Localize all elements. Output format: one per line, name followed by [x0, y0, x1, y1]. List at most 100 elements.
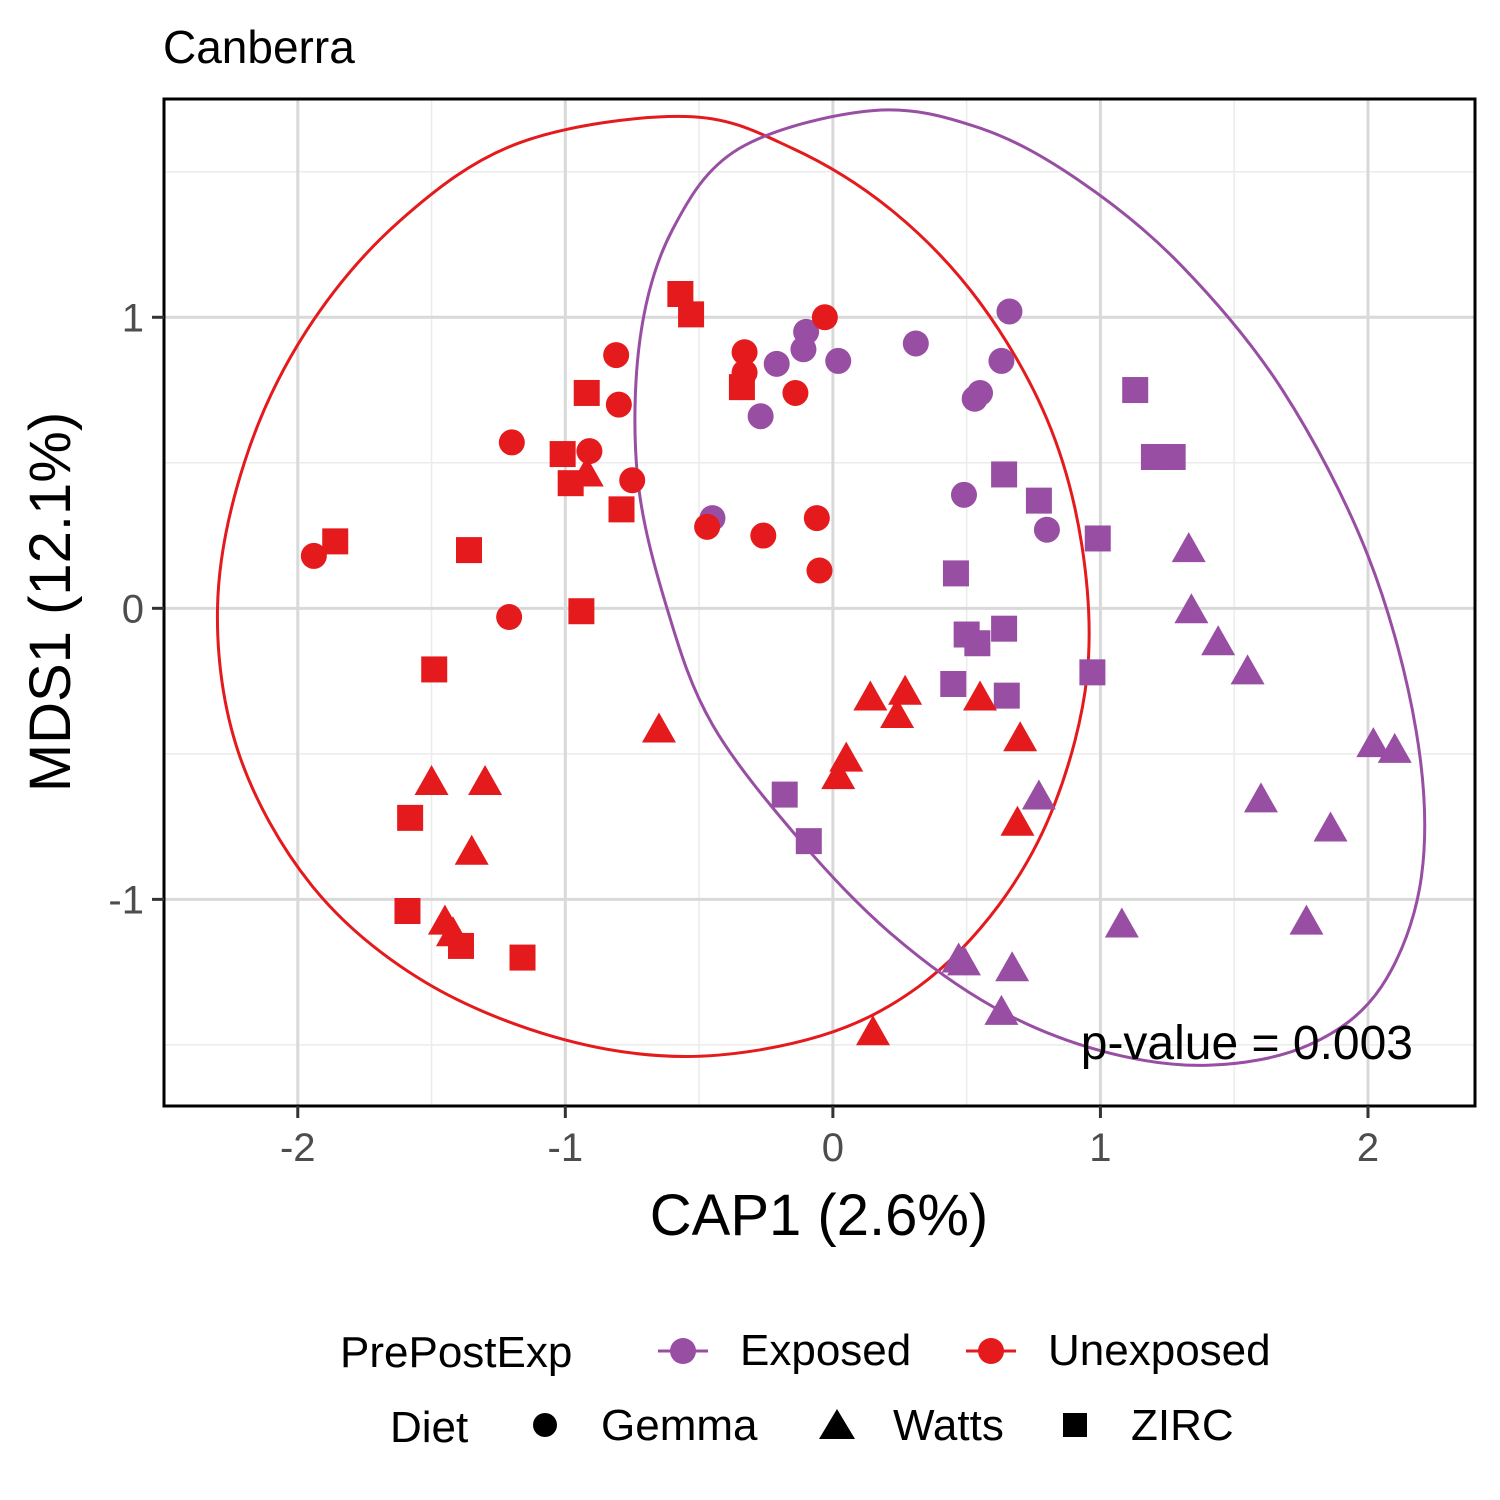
point-exposed-watts [1230, 654, 1265, 685]
plot-panel-border [162, 97, 1477, 1108]
point-exposed-zirc [771, 781, 798, 808]
point-unexposed-watts [880, 698, 915, 729]
legend-key-circle [670, 1338, 696, 1364]
point-exposed-watts [1174, 593, 1209, 624]
legend-key-square [1063, 1413, 1087, 1437]
ellipse-unexposed [215, 114, 1091, 1059]
point-unexposed-zirc [568, 598, 595, 625]
legend-item-exposed: Exposed [658, 1326, 911, 1375]
x-axis-label: CAP1 (2.6%) [650, 1183, 988, 1248]
data-points [300, 280, 1412, 1046]
point-exposed-zirc [1159, 443, 1186, 470]
point-unexposed-zirc [549, 441, 576, 468]
point-exposed-watts [995, 951, 1030, 982]
legend-key-circle [978, 1338, 1004, 1364]
point-unexposed-gemma [803, 505, 830, 532]
point-exposed-gemma [961, 385, 988, 412]
point-exposed-gemma [1033, 516, 1060, 543]
point-unexposed-watts [435, 916, 470, 947]
point-exposed-zirc [795, 828, 822, 855]
legend-label-exposed: Exposed [740, 1326, 911, 1375]
point-unexposed-watts [414, 764, 449, 795]
point-unexposed-zirc [322, 528, 349, 555]
point-unexposed-watts [888, 674, 923, 705]
legend-key-triangle [819, 1409, 855, 1439]
point-exposed-watts [1243, 782, 1278, 813]
point-exposed-watts [1201, 625, 1236, 656]
point-exposed-watts [946, 945, 981, 976]
grid [164, 99, 1475, 1106]
point-unexposed-gemma [694, 513, 721, 540]
point-exposed-zirc [940, 670, 967, 697]
point-unexposed-zirc [728, 374, 755, 401]
point-exposed-zirc [1084, 525, 1111, 552]
legend-label-watts: Watts [893, 1401, 1004, 1450]
point-exposed-gemma [763, 350, 790, 377]
point-exposed-watts [984, 994, 1019, 1025]
point-exposed-zirc [942, 560, 969, 587]
legend-item-gemma: Gemma [533, 1401, 758, 1450]
point-exposed-zirc [1122, 377, 1149, 404]
p-value-annotation: p-value = 0.003 [1081, 1017, 1413, 1070]
point-unexposed-zirc [509, 944, 536, 971]
point-unexposed-watts [569, 456, 604, 487]
point-exposed-zirc [964, 630, 991, 657]
y-axis-label: MDS1 (12.1%) [18, 412, 83, 792]
legend-color-title: PrePostExp [340, 1328, 572, 1377]
point-unexposed-watts [1000, 805, 1035, 836]
legend-item-watts: Watts [819, 1401, 1004, 1450]
point-unexposed-gemma [498, 429, 525, 456]
point-exposed-gemma [747, 403, 774, 430]
point-exposed-gemma [825, 347, 852, 374]
point-exposed-zirc [993, 682, 1020, 709]
point-unexposed-gemma [300, 542, 327, 569]
point-unexposed-zirc [608, 496, 635, 523]
point-exposed-watts [1021, 779, 1056, 810]
point-exposed-watts [1356, 727, 1391, 758]
point-exposed-gemma [902, 330, 929, 357]
x-tick-label: 2 [1357, 1126, 1379, 1170]
point-unexposed-zirc [394, 898, 421, 925]
x-axis-ticks: -2 -1 0 1 2 [280, 1106, 1379, 1170]
y-axis-ticks: -1 0 1 [108, 296, 164, 922]
legend-label-gemma: Gemma [601, 1401, 758, 1450]
legend-item-unexposed: Unexposed [966, 1326, 1271, 1375]
point-unexposed-zirc [678, 301, 705, 328]
x-tick-label: 0 [822, 1126, 844, 1170]
legend-item-zirc: ZIRC [1063, 1401, 1234, 1450]
point-exposed-watts [1377, 732, 1412, 763]
chart-title: Canberra [163, 21, 355, 73]
legend: PrePostExp Exposed Unexposed Diet Gemma … [340, 1326, 1271, 1452]
legend-shape-title: Diet [390, 1403, 468, 1452]
point-unexposed-zirc [573, 379, 600, 406]
point-unexposed-watts [468, 764, 503, 795]
ellipse-exposed [633, 108, 1427, 1067]
point-unexposed-watts [1003, 721, 1038, 752]
point-exposed-gemma [950, 481, 977, 508]
point-exposed-gemma [988, 347, 1015, 374]
point-exposed-gemma [790, 336, 817, 363]
legend-label-unexposed: Unexposed [1048, 1326, 1271, 1375]
point-exposed-gemma [996, 298, 1023, 325]
point-exposed-watts [1104, 907, 1139, 938]
point-exposed-watts [1289, 904, 1324, 935]
point-unexposed-zirc [421, 656, 448, 683]
point-unexposed-watts [821, 759, 856, 790]
point-exposed-watts [1313, 811, 1348, 842]
point-exposed-zirc [1079, 659, 1106, 686]
confidence-ellipses [215, 108, 1427, 1067]
point-unexposed-gemma [782, 379, 809, 406]
point-unexposed-watts [963, 680, 998, 711]
point-unexposed-gemma [811, 304, 838, 331]
point-unexposed-gemma [619, 467, 646, 494]
point-unexposed-watts [641, 712, 676, 743]
point-unexposed-gemma [496, 604, 523, 631]
point-exposed-watts [1171, 532, 1206, 563]
y-tick-label: 0 [122, 587, 144, 631]
point-unexposed-watts [454, 834, 489, 865]
point-unexposed-gemma [750, 522, 777, 549]
y-tick-label: -1 [108, 878, 144, 922]
point-unexposed-gemma [806, 557, 833, 584]
